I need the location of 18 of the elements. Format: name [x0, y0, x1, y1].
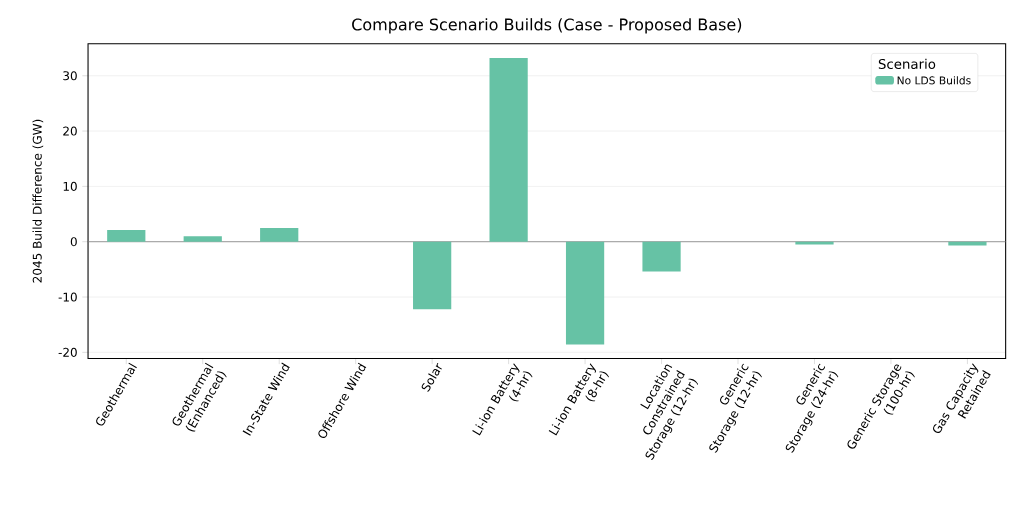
bar	[565, 241, 605, 345]
y-tick-label: -10	[58, 292, 77, 302]
legend-title: Scenario	[878, 58, 936, 69]
bar	[183, 236, 222, 242]
bar	[107, 230, 146, 242]
y-axis-title: 2045 Build Difference (GW)	[32, 119, 44, 283]
bar	[948, 241, 987, 246]
bar	[413, 241, 452, 310]
y-tick-label: -20	[58, 347, 77, 357]
bar	[489, 57, 528, 242]
y-tick-label: 20	[63, 126, 77, 136]
chart-title: Compare Scenario Builds (Case - Proposed Base)	[352, 18, 742, 34]
legend-label: No LDS Builds	[897, 76, 971, 85]
bar	[642, 241, 681, 272]
y-tick-label: 10	[63, 181, 77, 191]
bar	[260, 227, 299, 242]
y-tick-label: 30	[63, 71, 77, 81]
y-tick-label: 0	[70, 237, 77, 247]
